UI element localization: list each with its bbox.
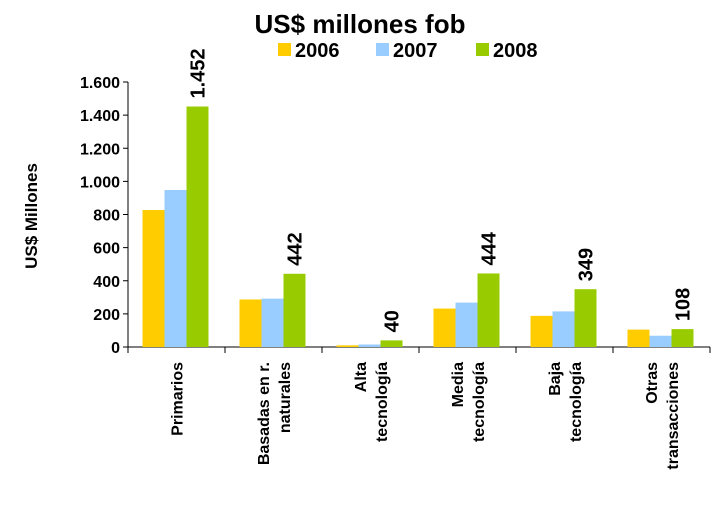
legend-label-2006: 2006 (295, 40, 340, 62)
chart-title: US$ millones fob (255, 9, 466, 39)
bar-2006 (239, 299, 262, 347)
bar-2006 (627, 329, 650, 347)
x-category-label: Otras (644, 362, 661, 404)
bar-2006 (433, 308, 456, 347)
y-tick-label: 0 (111, 340, 120, 357)
x-category-label: Alta (353, 362, 370, 392)
data-labels: 1.452 442 40 444 349 108 (188, 48, 695, 332)
x-category-label: tecnología (568, 362, 585, 442)
y-tick-label: 1.600 (80, 75, 120, 92)
x-category-label: tecnología (471, 362, 488, 442)
bar-2006 (142, 210, 165, 347)
bar-2007 (552, 311, 575, 347)
legend-swatch-2008 (476, 43, 489, 56)
bar-2007 (164, 189, 187, 347)
bar-2007 (358, 344, 381, 347)
y-axis: 0 200 400 600 800 1.000 1.200 1.400 1.600 (80, 75, 129, 357)
y-tick-label: 1.000 (80, 174, 120, 191)
y-tick-label: 800 (93, 208, 120, 225)
y-axis-label: US$ Millones (22, 163, 41, 269)
x-category-label: Basadas en r. (256, 362, 273, 465)
data-label: 1.452 (188, 48, 210, 98)
y-tick-label: 200 (93, 307, 120, 324)
x-category-label: Media (450, 362, 467, 407)
y-tick-label: 600 (93, 241, 120, 258)
y-tick-label: 400 (93, 274, 120, 291)
bar-2008 (380, 340, 403, 347)
x-category-label: Primarios (170, 362, 187, 436)
data-label: 444 (479, 231, 501, 265)
bar-2007 (261, 298, 284, 347)
y-tick-label: 1.400 (80, 108, 120, 125)
x-category-label: transacciones (665, 362, 682, 470)
legend: 2006 2007 2008 (278, 40, 538, 62)
bar-2008 (671, 329, 694, 347)
x-category-label: naturales (277, 362, 294, 433)
data-label: 349 (576, 248, 598, 281)
bar-2007 (649, 335, 672, 347)
x-category-label: tecnología (374, 362, 391, 442)
legend-swatch-2007 (376, 43, 389, 56)
x-axis: Primarios Basadas en r. naturales Alta tecno… (127, 346, 711, 470)
bar-2006 (336, 345, 359, 347)
data-label: 442 (285, 232, 307, 265)
legend-label-2007: 2007 (393, 40, 438, 62)
bar-2008 (574, 289, 597, 347)
legend-swatch-2006 (278, 43, 291, 56)
legend-label-2008: 2008 (493, 40, 538, 62)
data-label: 40 (382, 310, 404, 332)
data-label: 108 (673, 288, 695, 321)
bar-2008 (283, 273, 306, 347)
bar-2006 (530, 315, 553, 347)
bar-2007 (455, 302, 478, 347)
bars (142, 106, 694, 347)
bar-2008 (186, 106, 209, 347)
bar-2008 (477, 273, 500, 347)
y-tick-label: 1.200 (80, 141, 120, 158)
x-category-label: Baja (547, 362, 564, 396)
